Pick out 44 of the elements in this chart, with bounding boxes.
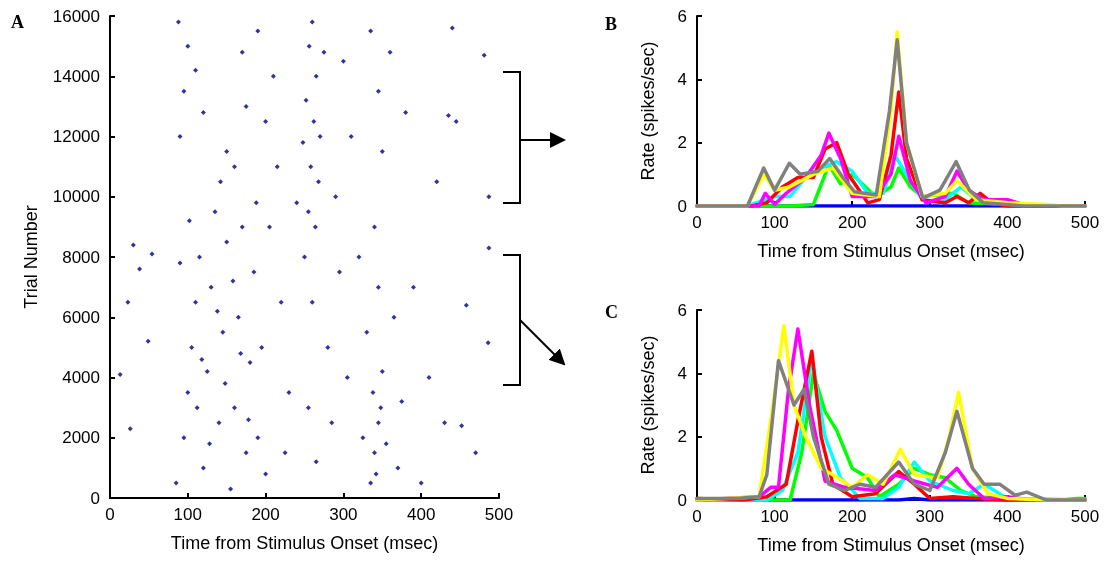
x-tick-label: 400 [993, 213, 1022, 232]
y-tick-label: 2 [677, 427, 687, 447]
y-tick-label: 0 [90, 488, 100, 508]
y-axis-title: Trial Number [21, 205, 41, 309]
x-tick-label: 500 [484, 505, 514, 524]
chart-title: A [11, 12, 24, 32]
y-tick-label: 4 [677, 69, 687, 89]
y-tick-label: 8000 [62, 247, 100, 267]
x-tick-label: 200 [838, 213, 867, 232]
chart-title: C [605, 302, 618, 322]
y-tick-label: 16000 [52, 6, 100, 26]
y-tick-label: 6 [677, 300, 687, 320]
y-axis-title: Rate (spikes/sec) [638, 335, 658, 475]
y-tick-label: 2000 [62, 428, 100, 448]
chart-title: B [605, 14, 618, 34]
x-tick-label: 200 [251, 505, 280, 524]
x-tick-label: 300 [915, 507, 944, 526]
y-tick-label: 10000 [52, 187, 100, 207]
x-tick-label: 100 [760, 507, 789, 526]
x-tick-label: 0 [692, 507, 702, 526]
x-axis-title: Time from Stimulus Onset (msec) [757, 535, 1025, 555]
x-tick-label: 100 [760, 213, 789, 232]
x-tick-label: 200 [838, 507, 867, 526]
x-tick-label: 300 [915, 213, 944, 232]
x-tick-label: 500 [1070, 213, 1100, 232]
x-axis-title: Time from Stimulus Onset (msec) [757, 241, 1025, 261]
x-tick-label: 500 [1070, 507, 1100, 526]
y-tick-label: 4 [677, 363, 687, 383]
y-tick-label: 4000 [62, 368, 100, 387]
y-tick-label: 6000 [62, 307, 100, 327]
y-tick-label: 6 [677, 6, 687, 26]
y-tick-label: 2 [677, 133, 687, 153]
y-axis-title: Rate (spikes/sec) [638, 41, 658, 181]
x-tick-label: 0 [692, 213, 702, 232]
x-tick-label: 100 [173, 505, 202, 524]
y-tick-label: 14000 [52, 66, 100, 86]
x-tick-label: 0 [105, 505, 115, 524]
y-tick-label: 0 [677, 490, 687, 510]
x-tick-label: 400 [993, 507, 1022, 526]
x-axis-title: Time from Stimulus Onset (msec) [170, 533, 439, 553]
x-tick-label: 400 [407, 505, 436, 524]
y-tick-label: 12000 [52, 127, 100, 146]
x-tick-label: 300 [329, 505, 358, 524]
y-tick-label: 0 [677, 196, 687, 216]
